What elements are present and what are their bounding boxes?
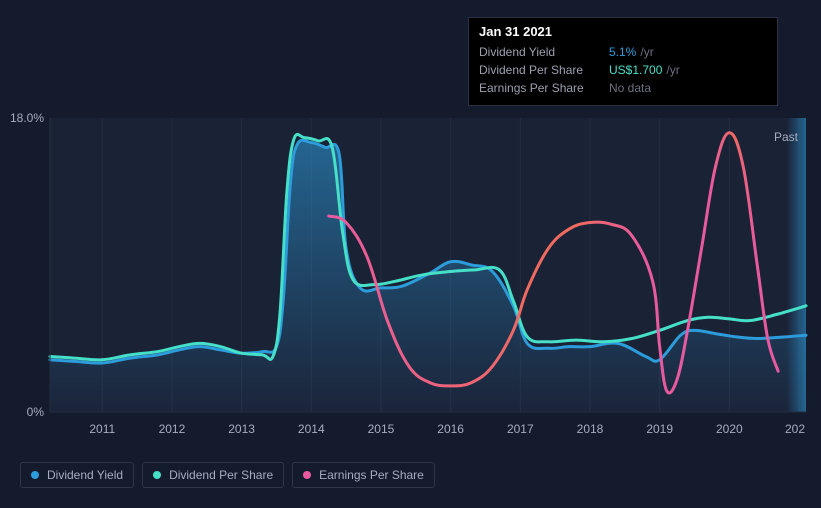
legend-dot-icon <box>153 471 161 479</box>
dividend-chart: Jan 31 2021 Dividend Yield5.1%/yrDividen… <box>0 0 821 508</box>
tooltip-row: Dividend Per ShareUS$1.700/yr <box>479 61 767 79</box>
x-axis-label: 2019 <box>646 422 673 436</box>
tooltip-rows: Dividend Yield5.1%/yrDividend Per ShareU… <box>479 43 767 97</box>
tooltip-row-label: Earnings Per Share <box>479 79 609 97</box>
chart-legend: Dividend Yield Dividend Per Share Earnings… <box>20 462 435 488</box>
x-axis-label: 2020 <box>716 422 743 436</box>
x-axis-label: 2013 <box>228 422 255 436</box>
x-axis-label: 2012 <box>159 422 186 436</box>
y-axis-label: 0% <box>0 405 44 419</box>
tooltip-row-value: No data <box>609 79 651 97</box>
legend-item[interactable]: Earnings Per Share <box>292 462 435 488</box>
legend-item[interactable]: Dividend Yield <box>20 462 134 488</box>
x-axis-label: 2011 <box>89 422 115 436</box>
tooltip-row-label: Dividend Per Share <box>479 61 609 79</box>
x-axis-label: 2018 <box>577 422 604 436</box>
x-axis-label: 2014 <box>298 422 325 436</box>
tooltip-row-unit: /yr <box>666 61 679 79</box>
tooltip-row-label: Dividend Yield <box>479 43 609 61</box>
x-axis-label: 2017 <box>507 422 534 436</box>
x-axis-label: 2016 <box>437 422 464 436</box>
x-axis-label: 2015 <box>368 422 395 436</box>
legend-label: Dividend Yield <box>47 468 123 482</box>
past-label: Past <box>774 130 798 144</box>
legend-dot-icon <box>303 471 311 479</box>
tooltip-row-value: 5.1% <box>609 43 636 61</box>
tooltip-row-value: US$1.700 <box>609 61 662 79</box>
legend-dot-icon <box>31 471 39 479</box>
x-axis-label: 202 <box>785 422 805 436</box>
legend-label: Earnings Per Share <box>319 468 424 482</box>
tooltip-title: Jan 31 2021 <box>479 24 767 39</box>
y-axis-label: 18.0% <box>0 111 44 125</box>
tooltip-row: Dividend Yield5.1% /yr <box>479 43 767 61</box>
legend-item[interactable]: Dividend Per Share <box>142 462 284 488</box>
chart-tooltip: Jan 31 2021 Dividend Yield5.1%/yrDividen… <box>468 17 778 106</box>
tooltip-row-unit: /yr <box>640 43 653 61</box>
tooltip-row: Earnings Per ShareNo data <box>479 79 767 97</box>
legend-label: Dividend Per Share <box>169 468 273 482</box>
